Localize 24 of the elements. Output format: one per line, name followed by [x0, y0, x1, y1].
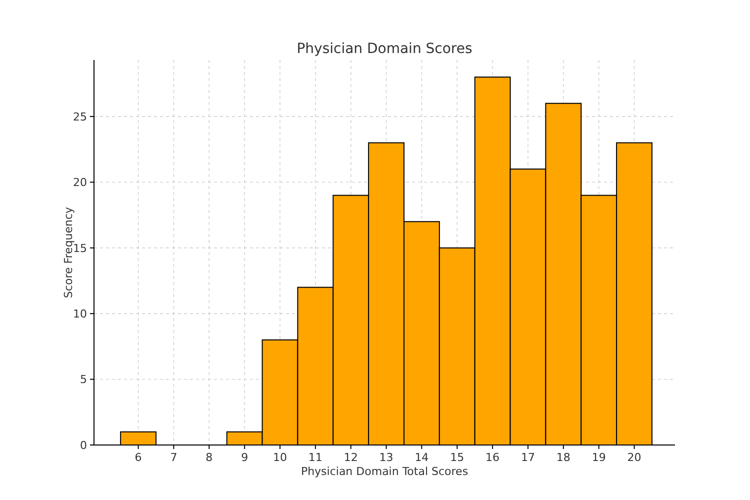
x-tick-label: 17 [520, 451, 535, 464]
x-tick-label: 20 [627, 451, 642, 464]
x-tick-label: 7 [170, 451, 178, 464]
x-tick-label: 6 [134, 451, 142, 464]
y-tick-label: 20 [73, 176, 87, 190]
x-tick-label: 18 [556, 451, 570, 464]
x-tick-label: 16 [486, 451, 500, 464]
y-axis-title: Score Frequency [62, 206, 75, 298]
x-tick-label: 12 [344, 451, 358, 464]
y-tick-label: 25 [73, 110, 87, 124]
x-axis-title: Physician Domain Total Scores [300, 465, 468, 478]
x-tick-label: 19 [592, 451, 606, 464]
x-tick-label: 9 [241, 451, 248, 464]
y-tick-label: 15 [73, 242, 87, 255]
y-tick-label: 5 [80, 373, 87, 386]
x-tick-label: 13 [379, 451, 394, 464]
y-tick-label: 0 [80, 438, 87, 452]
x-tick-label: 15 [450, 451, 464, 464]
chart-title: Physician Domain Scores [296, 41, 472, 57]
x-tick-label: 11 [308, 451, 322, 464]
x-tick-label: 10 [272, 451, 287, 464]
x-tick-label: 14 [414, 451, 429, 464]
x-tick-label: 8 [206, 451, 213, 464]
y-tick-label: 10 [73, 307, 87, 320]
